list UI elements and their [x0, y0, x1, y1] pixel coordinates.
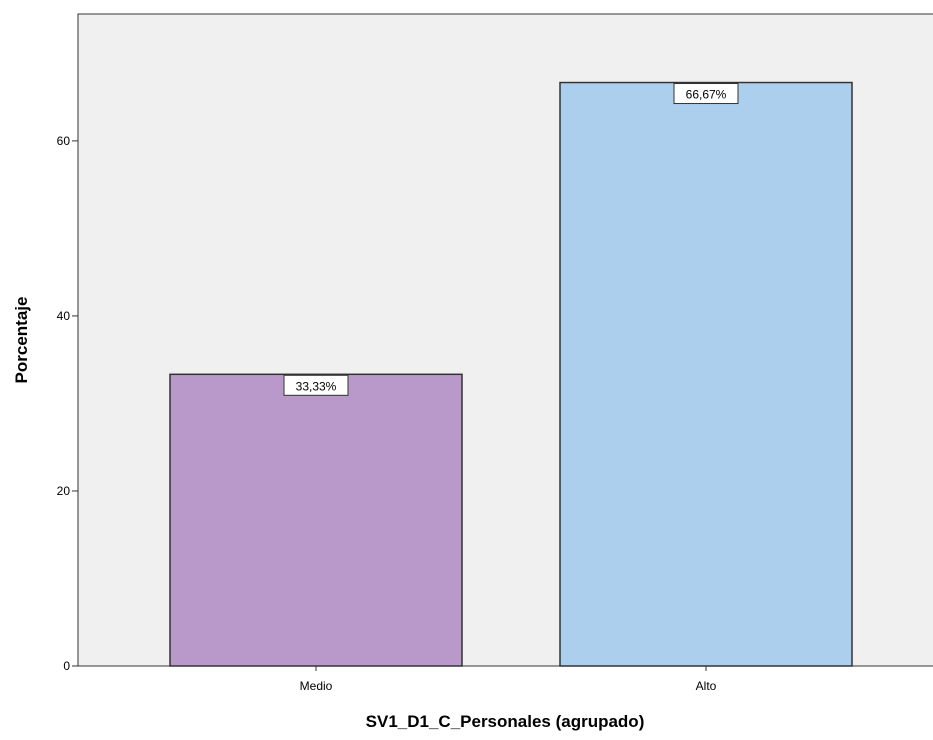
bar-alto	[559, 81, 853, 667]
data-labels-group: 33,33% 66,67%	[283, 83, 739, 396]
data-label-box	[283, 374, 349, 396]
x-tick-label: Alto	[696, 679, 717, 693]
bar-medio	[169, 373, 463, 667]
x-tick-label: Medio	[300, 679, 333, 693]
y-axis-title: Porcentaje	[12, 297, 31, 384]
data-label-box	[673, 83, 739, 105]
y-tick-label: 20	[57, 484, 71, 498]
y-tick-label: 40	[57, 309, 71, 323]
y-axis: 0 20 40 60	[57, 134, 78, 673]
data-label: 66,67%	[686, 88, 727, 102]
x-axis: Medio Alto	[300, 666, 717, 693]
x-axis-title: SV1_D1_C_Personales (agrupado)	[366, 712, 645, 731]
y-tick-label: 60	[57, 134, 71, 148]
data-label: 33,33%	[296, 379, 337, 393]
y-tick-label: 0	[63, 659, 70, 673]
